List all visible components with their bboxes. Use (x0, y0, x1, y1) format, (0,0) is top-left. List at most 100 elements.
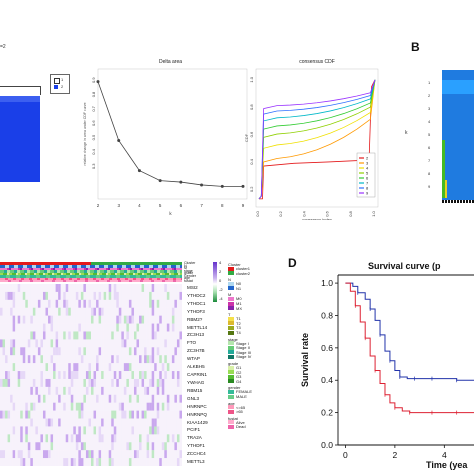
heatmap-cell (131, 371, 135, 380)
heatmap-cell (136, 450, 140, 459)
heatmap-cell (174, 418, 178, 427)
legend-item-label: G1 (236, 365, 242, 370)
heatmap-cell (149, 394, 152, 403)
heatmap-cell (174, 291, 178, 301)
heatmap-cell (164, 284, 168, 293)
heatmap-cell (128, 323, 132, 332)
heatmap-cell (88, 402, 92, 411)
heatmap-cell (88, 355, 92, 364)
heatmap-cell (136, 284, 140, 293)
heatmap-cell (15, 386, 18, 395)
heatmap-cell (85, 339, 89, 348)
heatmap-cell (156, 458, 160, 466)
heatmap-cell (98, 386, 102, 395)
heatmap-cell (55, 323, 59, 332)
heatmap-cell (136, 315, 140, 324)
heatmap-cell (48, 291, 51, 301)
heatmap-cell (141, 339, 145, 348)
panel-b-row-label: 8 (428, 171, 431, 176)
heatmap-cell (63, 458, 66, 466)
heatmap-cell (25, 323, 29, 332)
heatmap-cell (45, 284, 49, 293)
heatmap-cell (118, 315, 122, 324)
heatmap-cell (27, 339, 31, 348)
heatmap-cell (83, 284, 87, 293)
heatmap-cell (7, 347, 11, 356)
heatmap-cell (73, 386, 77, 395)
heatmap-cell (93, 426, 97, 435)
heatmap-cell (88, 394, 92, 403)
heatmap-cell (128, 347, 132, 356)
legend-item-label: MX (236, 305, 242, 311)
heatmap-color-scale (213, 262, 217, 302)
heatmap-cell (15, 402, 18, 411)
heatmap-cell (15, 410, 18, 419)
legend-swatch (228, 306, 234, 311)
heatmap-cell (73, 363, 77, 372)
heatmap-cell (37, 284, 41, 293)
heatmap-cell (139, 299, 142, 308)
heatmap-cell (166, 442, 170, 451)
heatmap-cell (91, 458, 94, 466)
heatmap-cell (48, 450, 51, 459)
heatmap-cell (15, 442, 18, 451)
legend-item-label: T1 (236, 316, 241, 322)
heatmap-cell (75, 434, 79, 443)
heatmap-cell (98, 402, 102, 411)
heatmap-cell (108, 378, 112, 388)
heatmap-cell (17, 450, 21, 459)
heatmap-cell (98, 450, 102, 459)
heatmap-cell (12, 355, 16, 364)
heatmap-cell (179, 307, 182, 316)
heatmap-cell (10, 394, 13, 403)
heatmap-cell (45, 339, 49, 348)
heatmap-cell (174, 347, 178, 356)
heatmap-cell (20, 426, 23, 435)
heatmap-cell (75, 363, 79, 372)
heatmap-cell (5, 458, 8, 466)
heatmap-cell (55, 378, 59, 388)
gene-label: ZC3H7B (187, 348, 205, 354)
heatmap-cell (70, 434, 74, 443)
heatmap-cell (27, 307, 31, 316)
heatmap-cell (126, 378, 130, 388)
heatmap-cell (37, 418, 41, 427)
heatmap-cell (25, 355, 29, 364)
heatmap-cell (164, 347, 168, 356)
heatmap-cell (37, 323, 41, 332)
heatmap-cell (174, 315, 178, 324)
heatmap-cell (171, 386, 175, 395)
heatmap-cell (93, 410, 97, 419)
heatmap-cell (101, 458, 104, 466)
legend-swatch (228, 370, 234, 375)
heatmap-cell (151, 426, 155, 435)
annotation-label: M (184, 266, 187, 270)
heatmap-cell (116, 355, 120, 364)
heatmap-cell (60, 299, 64, 308)
heatmap-cell (10, 418, 13, 427)
heatmap-cell (159, 291, 162, 301)
heatmap-cell (98, 442, 102, 451)
heatmap-cell (106, 284, 109, 293)
heatmap-cell (20, 363, 23, 372)
legend-swatch (228, 420, 234, 425)
gene-label: CAPRIN1 (187, 372, 207, 378)
heatmap-cell (116, 378, 120, 388)
heatmap-cell (40, 323, 44, 332)
heatmap-cell (161, 450, 165, 459)
gene-label: METTL3 (187, 459, 205, 465)
heatmap-cell (106, 402, 109, 411)
heatmap-cell (53, 394, 56, 403)
legend-item-label: MALE (236, 394, 247, 399)
heatmap-cell (50, 426, 54, 435)
heatmap-cell (126, 331, 130, 340)
heatmap-cell (159, 402, 162, 411)
heatmap-cell (161, 355, 165, 364)
heatmap-cell (2, 307, 6, 316)
heatmap-cell (161, 299, 165, 308)
heatmap-cell (93, 323, 97, 332)
heatmap-cell (20, 284, 23, 293)
heatmap-cell (50, 284, 54, 293)
heatmap-cell (35, 450, 39, 459)
heatmap-cell (35, 378, 39, 388)
